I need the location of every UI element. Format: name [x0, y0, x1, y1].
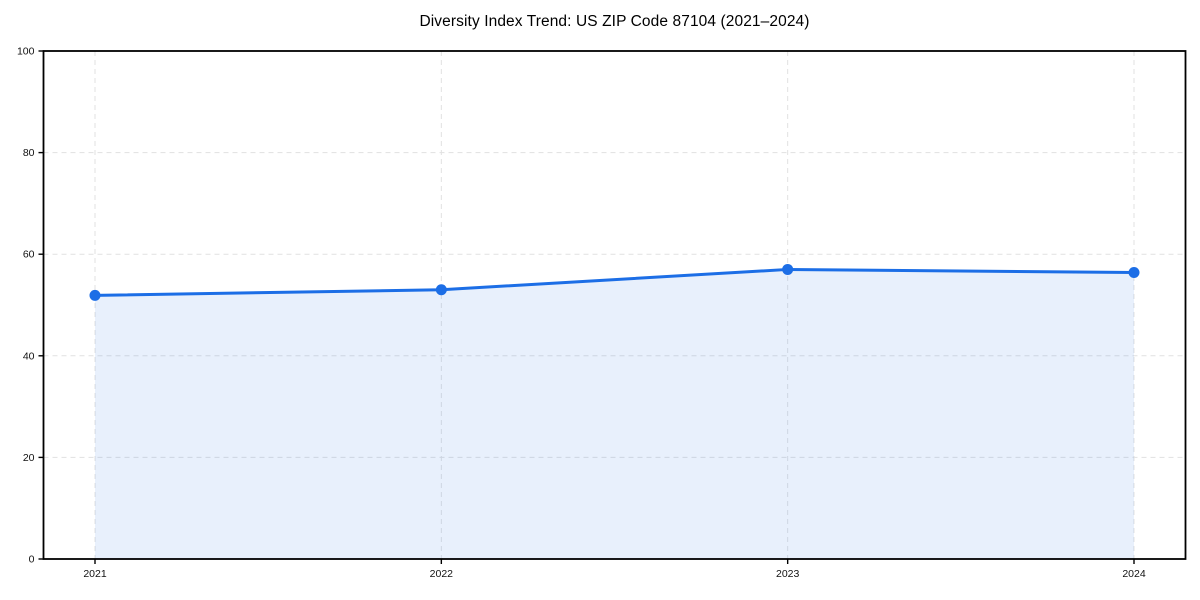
data-point-marker [782, 263, 794, 275]
x-tick-label: 2024 [1122, 568, 1146, 580]
axis-spines [42, 50, 1187, 560]
x-tick-label: 2021 [83, 568, 107, 580]
data-point-marker [89, 289, 101, 301]
y-tick-label: 80 [23, 147, 35, 159]
y-tick-label: 60 [23, 249, 35, 261]
x-tick-label: 2022 [430, 568, 454, 580]
x-tick-label: 2023 [776, 568, 800, 580]
trend-line [93, 267, 1136, 297]
y-tick-label: 40 [23, 350, 35, 362]
area-fill [95, 269, 1134, 559]
chart-title: Diversity Index Trend: US ZIP Code 87104… [419, 13, 810, 30]
y-tick-label: 0 [29, 554, 35, 566]
data-point-marker [1128, 266, 1140, 278]
data-point-marker [435, 284, 447, 296]
y-tick-label: 100 [17, 46, 35, 58]
y-tick-label: 20 [23, 452, 35, 464]
